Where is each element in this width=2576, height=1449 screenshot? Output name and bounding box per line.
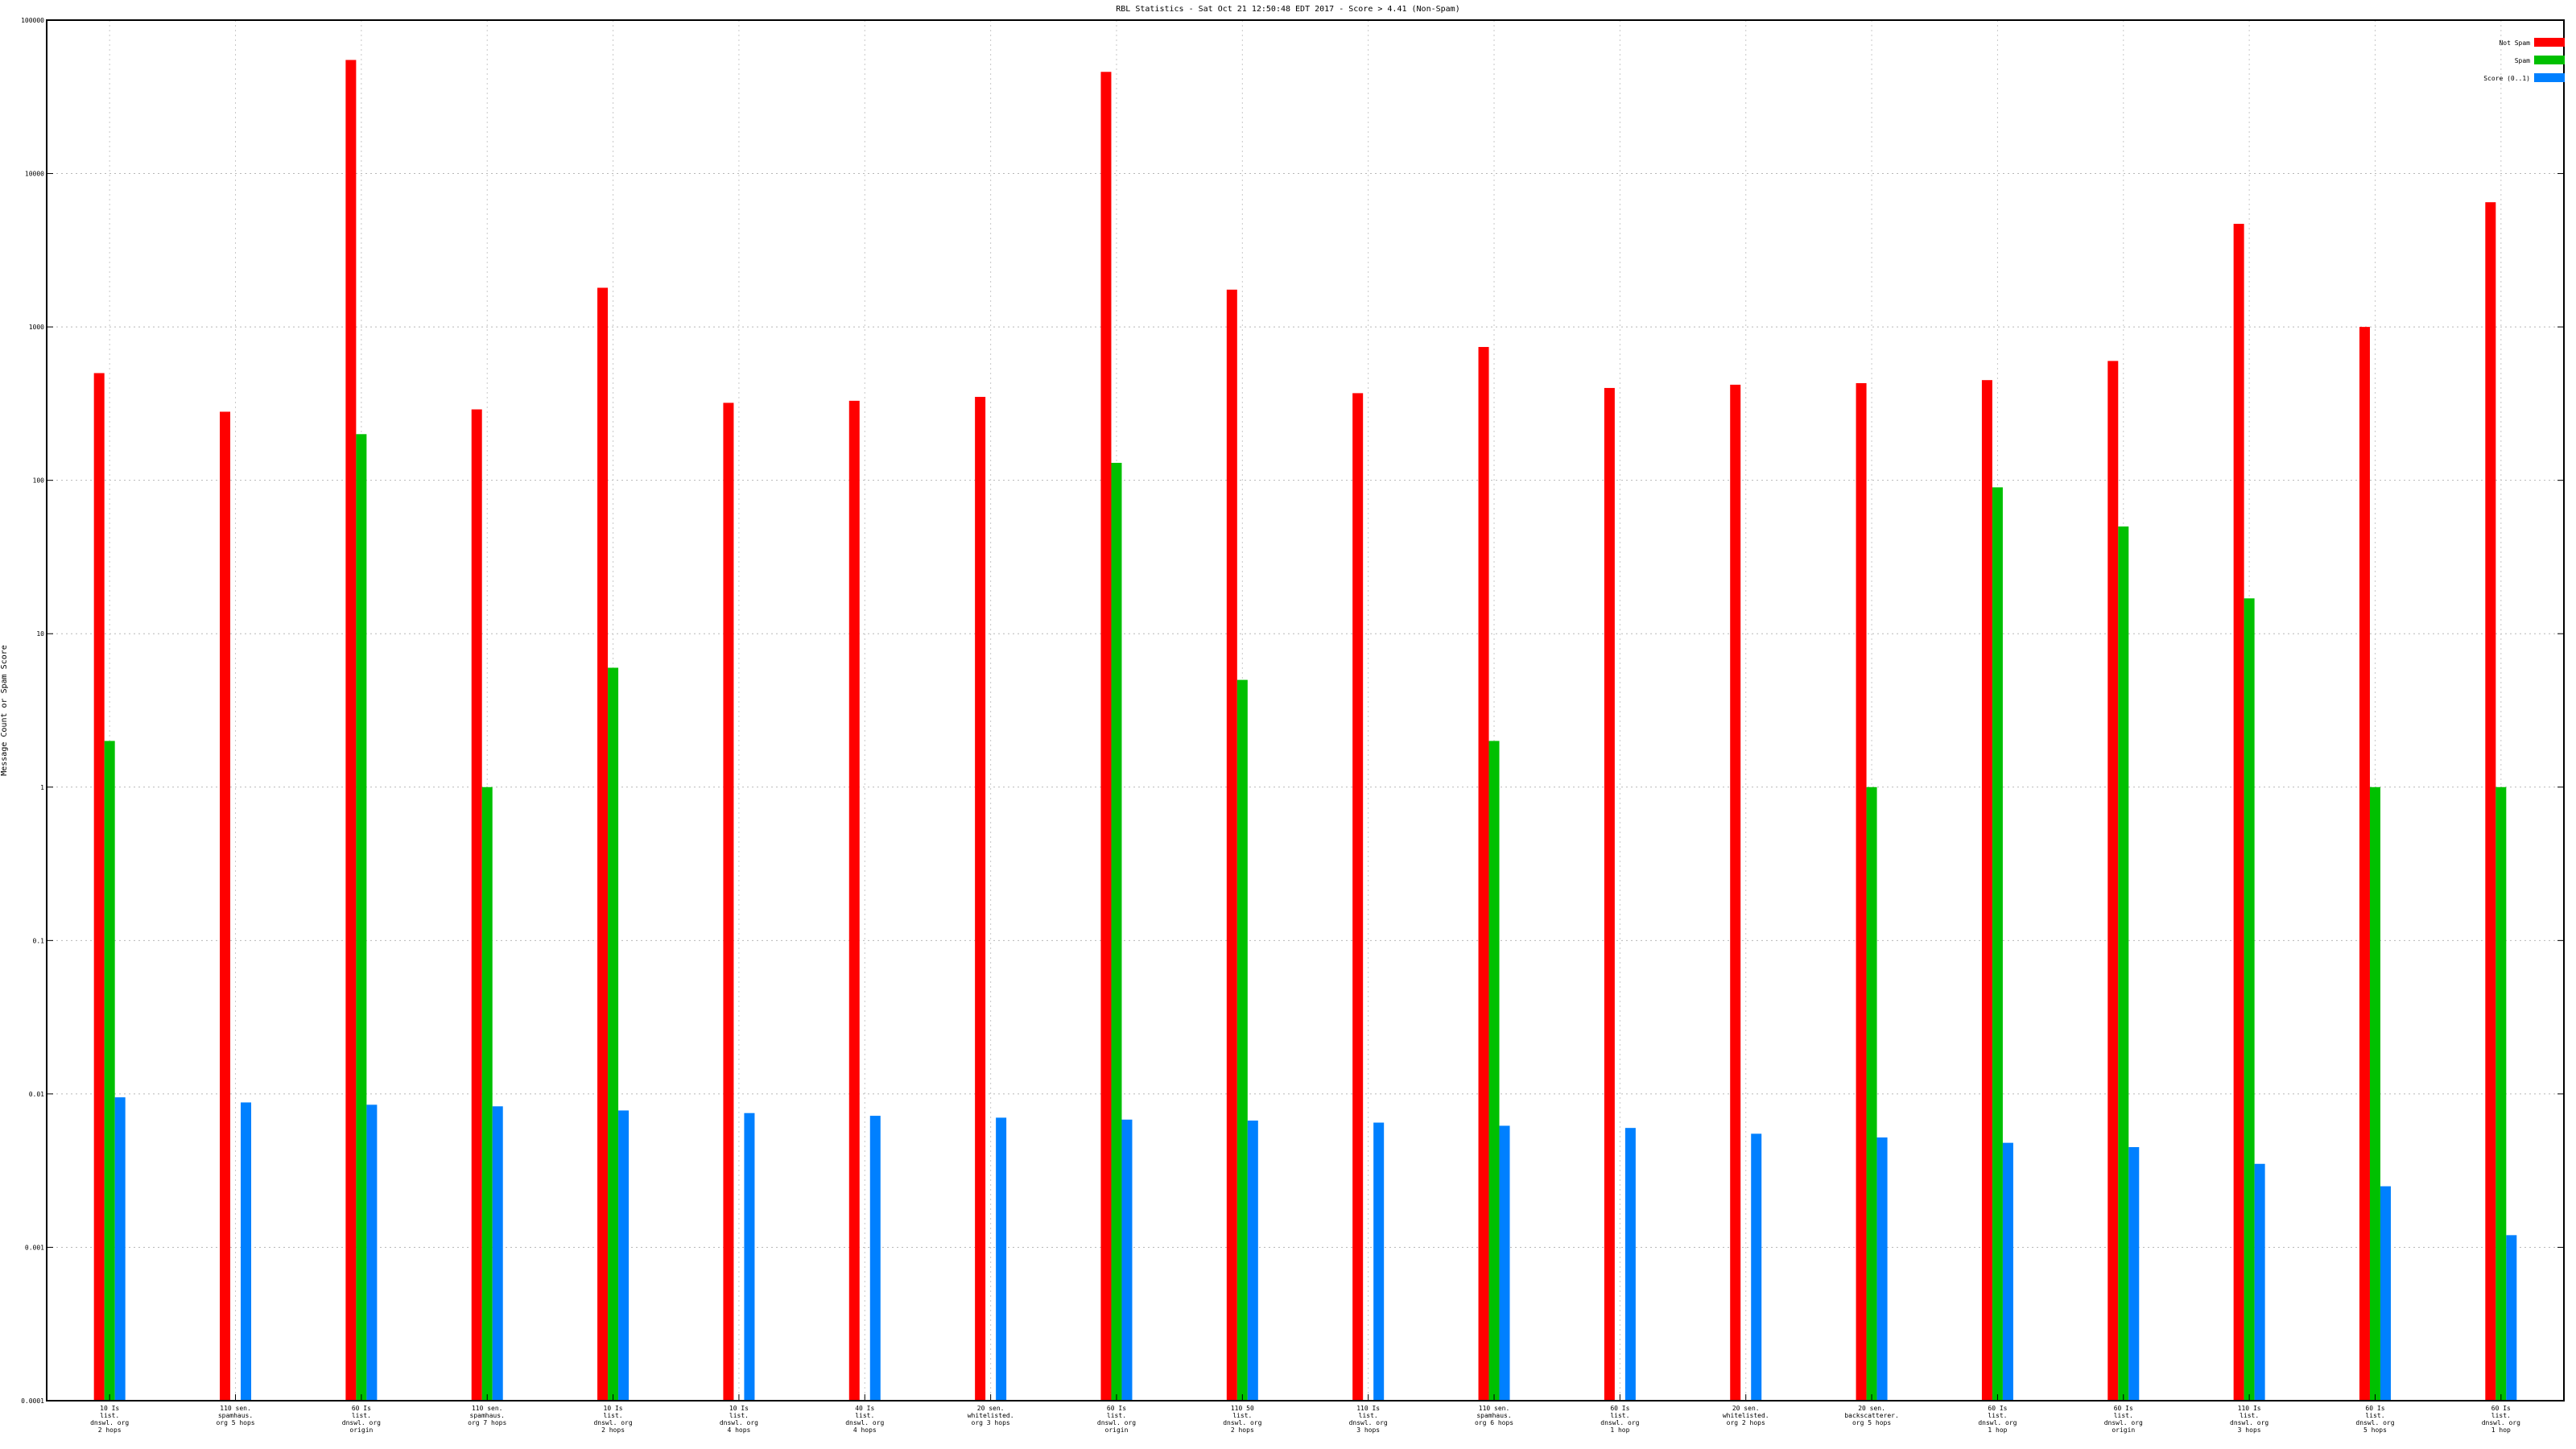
bar-spam — [1488, 741, 1500, 1401]
x-category-label: 60 Is list. dnswl. org 1 hop — [1978, 1405, 2017, 1434]
x-category-label: 10 Is list. dnswl. org 2 hops — [90, 1405, 129, 1434]
bar-spam — [1236, 679, 1248, 1401]
legend-swatch — [2534, 38, 2565, 47]
y-tick-label: 1 — [40, 784, 44, 791]
bar-not-spam — [2359, 327, 2370, 1402]
bar-score-0-1 — [114, 1097, 126, 1401]
bar-spam — [1111, 462, 1122, 1401]
bar-spam — [104, 741, 115, 1401]
bar-not-spam — [1226, 289, 1237, 1402]
bar-spam — [2118, 526, 2129, 1402]
bar-spam — [481, 786, 493, 1401]
bar-score-0-1 — [744, 1113, 755, 1401]
bar-not-spam — [1730, 384, 1741, 1401]
y-tick-label: 100 — [33, 477, 45, 485]
y-tick-label: 0.001 — [25, 1244, 44, 1251]
bar-not-spam — [345, 60, 357, 1401]
x-category-label: 40 Is list. dnswl. org 4 hops — [845, 1405, 884, 1434]
legend-swatch — [2534, 56, 2565, 64]
x-category-label: 60 Is list. dnswl. org 1 hop — [2482, 1405, 2520, 1434]
bar-not-spam — [2107, 361, 2119, 1401]
chart-title: RBL Statistics - Sat Oct 21 12:50:48 EDT… — [1116, 5, 1459, 14]
bar-not-spam — [1100, 72, 1112, 1401]
bar-score-0-1 — [1121, 1119, 1133, 1401]
legend: Not Spam Spam Score (0..1) — [2483, 38, 2565, 82]
bar-not-spam — [723, 402, 734, 1402]
bar-not-spam — [1352, 393, 1364, 1401]
bar-score-0-1 — [2128, 1146, 2140, 1401]
y-tick-label: 1000 — [29, 324, 44, 331]
bar-score-0-1 — [618, 1110, 630, 1401]
bar-score-0-1 — [869, 1116, 881, 1401]
x-category-label: 60 Is list. dnswl. org origin — [342, 1405, 381, 1434]
bar-score-0-1 — [1373, 1122, 1385, 1401]
bar-not-spam — [1856, 382, 1867, 1402]
bar-spam — [608, 667, 619, 1401]
bar-not-spam — [1604, 387, 1615, 1401]
x-category-label: 20 sen. whitelisted. org 2 hops — [1723, 1405, 1769, 1426]
bar-not-spam — [597, 287, 609, 1401]
y-axis-label: Message Count or Spam Score — [0, 645, 9, 776]
x-category-label: 110 Is list. dnswl. org 3 hops — [2230, 1405, 2268, 1434]
y-tick-label: 10000 — [25, 171, 44, 178]
plot-frame — [46, 19, 2565, 1402]
bar-score-0-1 — [1751, 1133, 1762, 1401]
bar-score-0-1 — [1499, 1125, 1510, 1401]
bar-score-0-1 — [241, 1102, 252, 1401]
bar-spam — [2244, 598, 2255, 1401]
x-category-label: 20 sen. whitelisted. org 3 hops — [968, 1405, 1014, 1426]
y-tick-label: 100000 — [21, 17, 44, 24]
y-tick-label: 0.01 — [29, 1091, 44, 1098]
bar-spam — [2369, 786, 2380, 1401]
bar-score-0-1 — [492, 1106, 503, 1401]
bar-not-spam — [93, 373, 105, 1401]
bar-score-0-1 — [366, 1104, 378, 1401]
bar-not-spam — [975, 396, 986, 1402]
bar-spam — [2496, 786, 2507, 1401]
x-category-label: 60 Is list. dnswl. org 1 hop — [1600, 1405, 1639, 1434]
bars — [93, 60, 2517, 1402]
bar-score-0-1 — [1624, 1128, 1636, 1401]
legend-swatch — [2534, 73, 2565, 82]
x-category-label: 60 Is list. dnswl. org origin — [2104, 1405, 2143, 1434]
bar-not-spam — [220, 411, 231, 1401]
x-category-label: 110 sen. spamhaus. org 5 hops — [216, 1405, 254, 1426]
bar-spam — [1992, 487, 2003, 1401]
bar-not-spam — [471, 409, 482, 1401]
bar-score-0-1 — [2380, 1186, 2391, 1401]
x-category-label: 10 Is list. dnswl. org 2 hops — [593, 1405, 632, 1434]
x-category-label: 60 Is list. dnswl. org 5 hops — [2355, 1405, 2394, 1434]
bar-score-0-1 — [1247, 1121, 1258, 1401]
bar-not-spam — [848, 400, 860, 1401]
bar-score-0-1 — [996, 1117, 1007, 1401]
bar-spam — [356, 434, 367, 1401]
y-tick-label: 10 — [36, 630, 44, 638]
x-category-label: 110 50 list. dnswl. org 2 hops — [1223, 1405, 1261, 1434]
x-category-label: 20 sen. backscatterer. org 5 hops — [1844, 1405, 1898, 1426]
bar-not-spam — [2485, 202, 2496, 1402]
y-tick-label: 0.1 — [33, 937, 45, 944]
x-category-label: 110 sen. spamhaus. org 7 hops — [468, 1405, 506, 1426]
bar-score-0-1 — [2254, 1163, 2265, 1401]
bar-score-0-1 — [1876, 1137, 1888, 1401]
bar-score-0-1 — [2506, 1235, 2517, 1401]
legend-label: Spam — [2515, 57, 2530, 64]
axes: 0.0001 0.001 0.01 0.1 1 10 100 1000 10000 100000 1… — [21, 17, 2564, 1434]
bar-not-spam — [2233, 224, 2244, 1402]
x-category-label: 110 Is list. dnswl. org 3 hops — [1349, 1405, 1388, 1434]
x-category-label: 10 Is list. dnswl. org 4 hops — [720, 1405, 758, 1434]
y-tick-label: 0.0001 — [21, 1397, 44, 1405]
bar-score-0-1 — [2002, 1142, 2013, 1401]
legend-label: Score (0..1) — [2483, 75, 2530, 82]
x-category-label: 110 sen. spamhaus. org 6 hops — [1475, 1405, 1513, 1426]
legend-label: Not Spam — [2499, 39, 2530, 47]
x-category-label: 60 Is list. dnswl. org origin — [1097, 1405, 1136, 1434]
bar-not-spam — [1981, 380, 1992, 1402]
bar-spam — [1866, 786, 1877, 1401]
bar-not-spam — [1478, 347, 1489, 1401]
